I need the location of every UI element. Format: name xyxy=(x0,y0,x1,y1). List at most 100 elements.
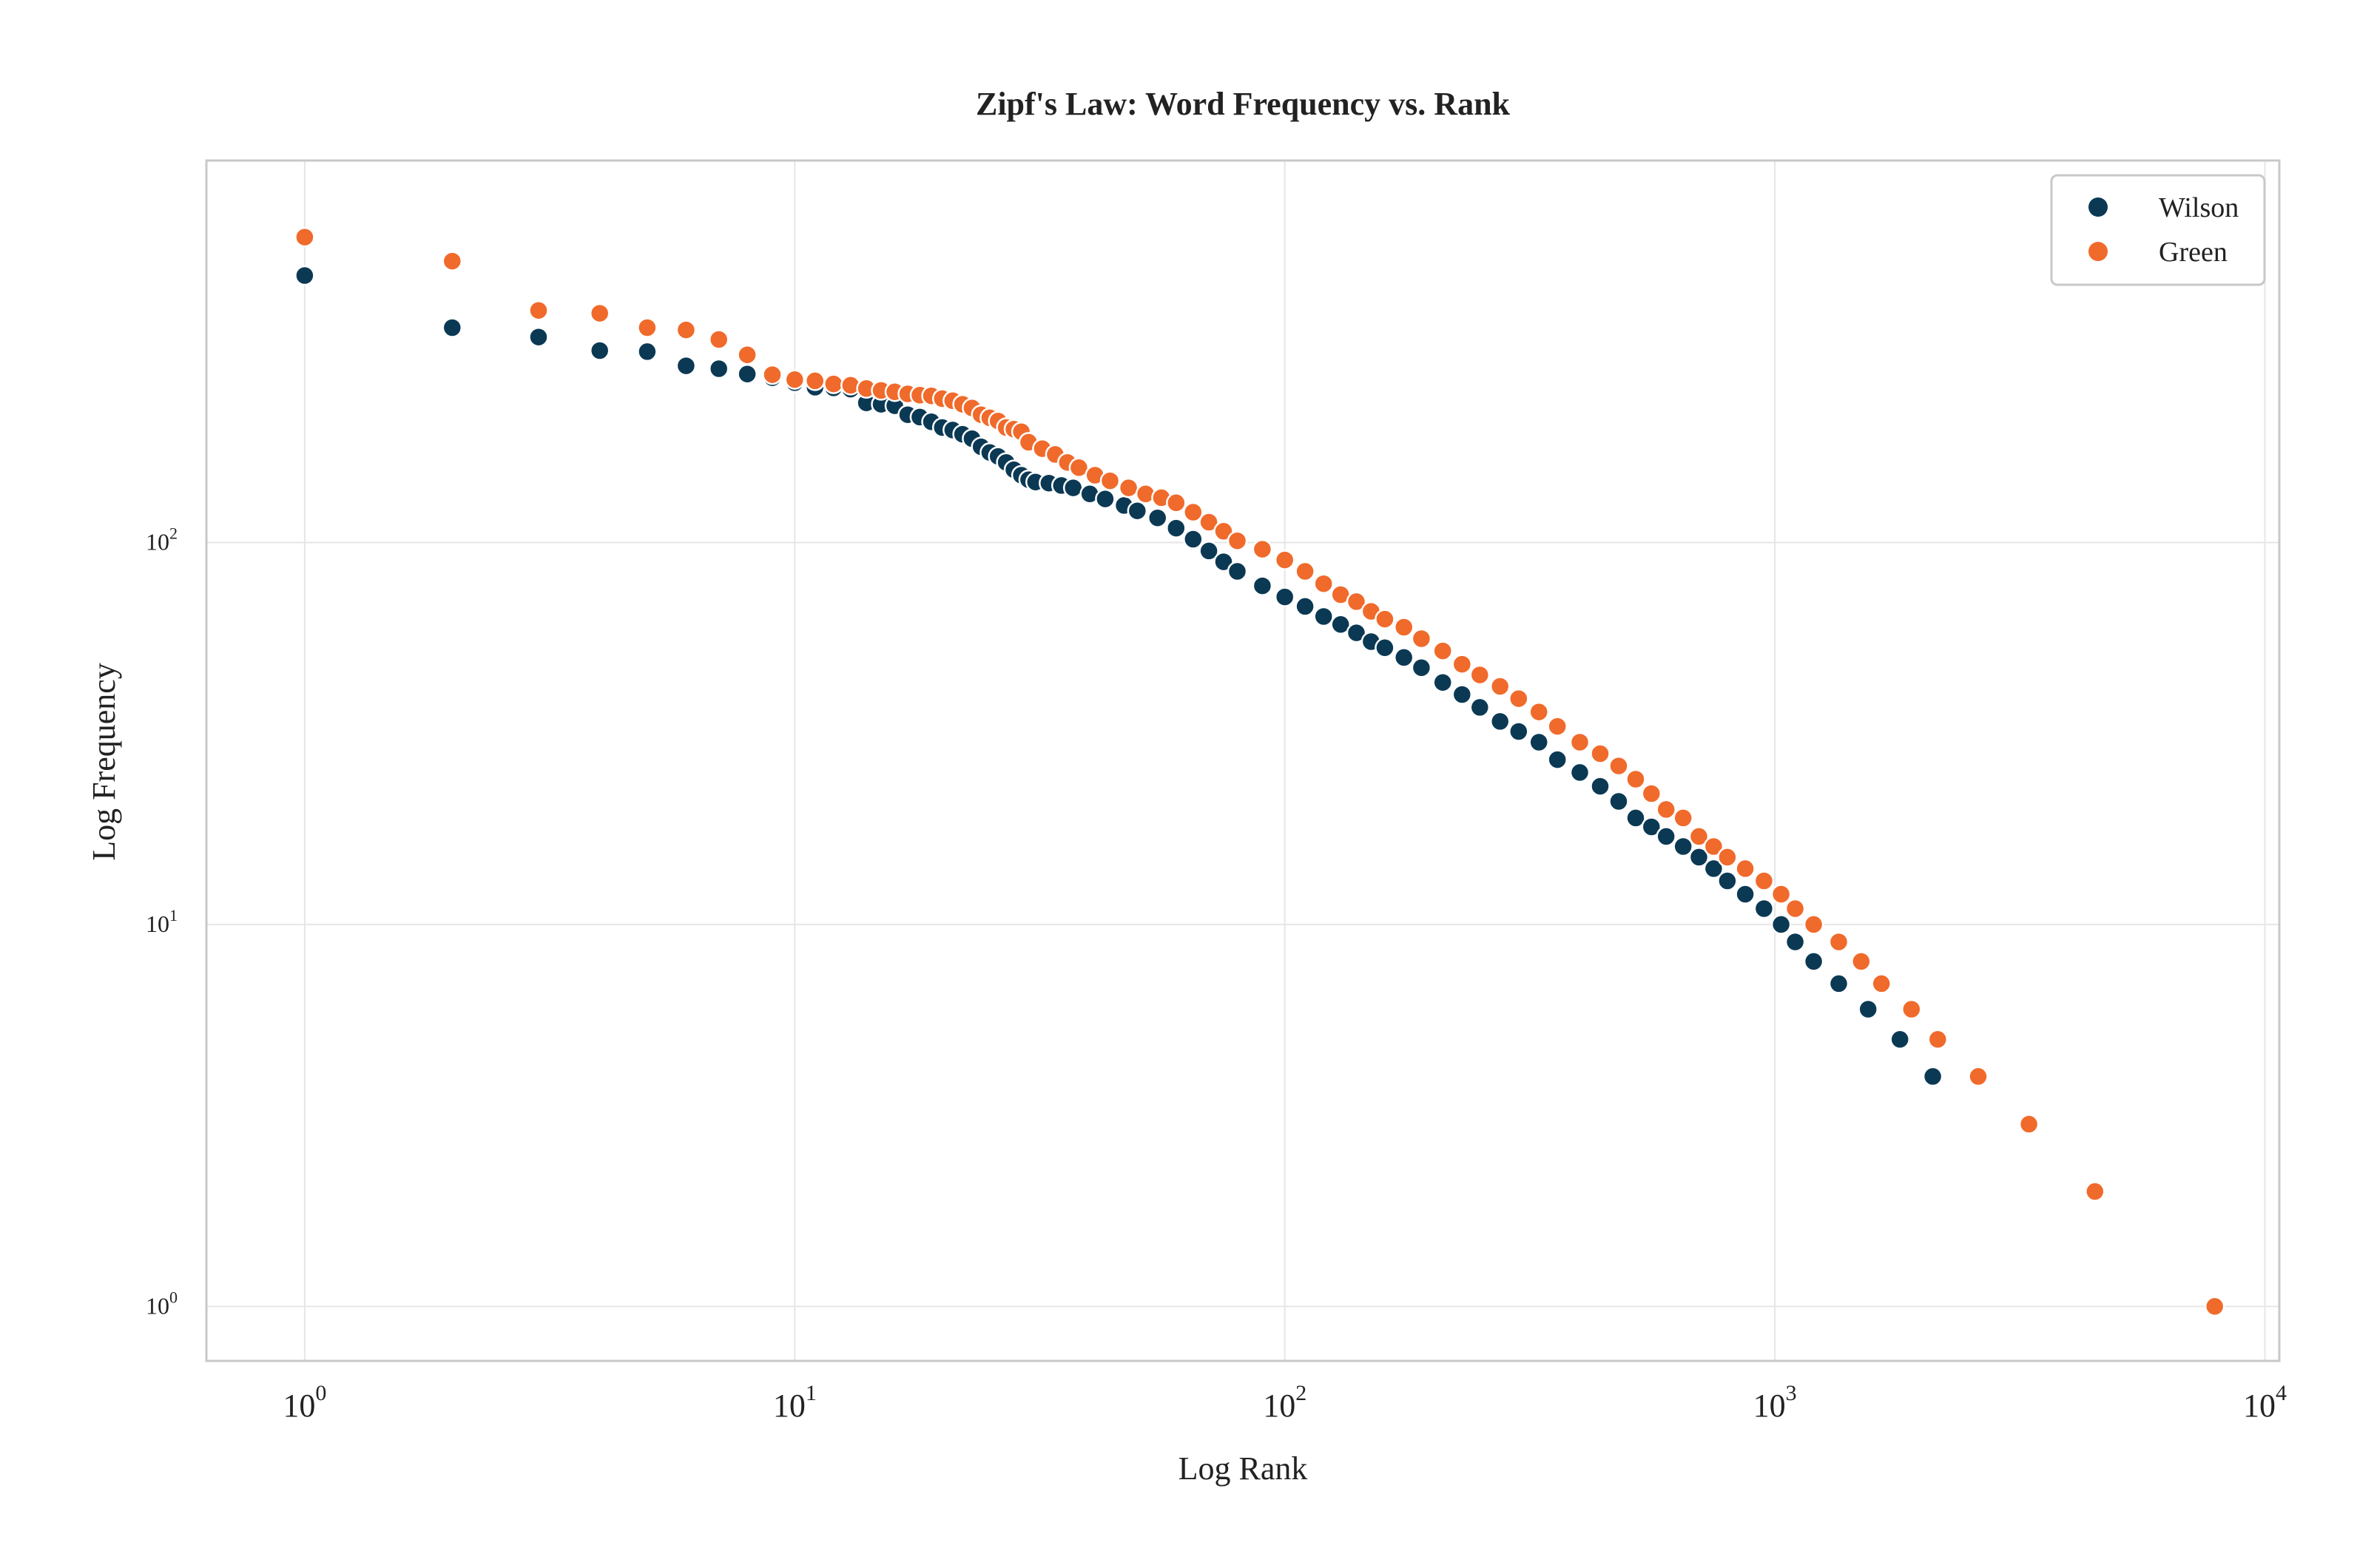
grid xyxy=(206,160,2279,1361)
point-wilson xyxy=(1889,1029,1910,1050)
point-wilson xyxy=(442,317,463,338)
point-green xyxy=(1313,573,1334,594)
point-green xyxy=(1828,931,1849,953)
x-tick-label: 104 xyxy=(2243,1381,2287,1424)
point-wilson xyxy=(1858,998,1878,1020)
point-green xyxy=(2204,1296,2225,1317)
point-wilson xyxy=(1330,614,1351,635)
point-green xyxy=(442,251,463,271)
point-green xyxy=(2085,1181,2105,1202)
point-wilson xyxy=(1656,826,1676,847)
point-green xyxy=(1213,521,1234,542)
point-green xyxy=(1784,898,1806,919)
point-wilson xyxy=(1213,551,1234,572)
point-green xyxy=(737,344,758,365)
point-green xyxy=(528,300,549,321)
point-wilson xyxy=(1411,658,1432,678)
point-green xyxy=(1851,951,1872,972)
point-green xyxy=(1118,477,1139,499)
point-wilson xyxy=(1295,596,1315,617)
point-green xyxy=(1432,641,1453,661)
point-wilson xyxy=(1375,638,1395,658)
point-wilson xyxy=(1451,684,1473,705)
point-green xyxy=(1871,973,1892,994)
point-wilson xyxy=(528,326,549,348)
x-tick-label: 102 xyxy=(1263,1381,1306,1424)
point-wilson xyxy=(1346,622,1367,643)
point-wilson xyxy=(1313,606,1334,627)
point-green xyxy=(1068,457,1090,479)
point-green xyxy=(762,364,783,385)
point-green xyxy=(784,369,806,390)
point-wilson xyxy=(1547,749,1568,770)
point-green xyxy=(1469,664,1491,686)
point-wilson xyxy=(1770,914,1792,935)
point-wilson xyxy=(1252,575,1273,596)
plot-area-border xyxy=(205,159,2281,1362)
x-axis-label: Log Rank xyxy=(1178,1450,1308,1487)
point-wilson xyxy=(1469,697,1491,718)
point-wilson xyxy=(1147,507,1168,528)
point-green xyxy=(1166,493,1187,513)
point-green xyxy=(1489,676,1511,697)
point-green xyxy=(1411,628,1432,649)
point-green xyxy=(2018,1114,2040,1135)
point-wilson xyxy=(708,358,729,379)
x-tick-label: 100 xyxy=(283,1381,326,1424)
point-wilson xyxy=(1528,731,1549,753)
point-wilson xyxy=(1784,931,1806,953)
point-wilson xyxy=(1393,647,1414,668)
point-green xyxy=(1547,716,1568,737)
point-wilson xyxy=(1569,762,1591,783)
point-wilson xyxy=(1198,541,1219,561)
point-green xyxy=(1375,609,1395,629)
legend-label-green: Green xyxy=(2159,237,2228,268)
point-green xyxy=(1625,768,1646,790)
point-green xyxy=(823,374,844,394)
point-wilson xyxy=(1432,672,1453,693)
point-wilson xyxy=(1673,836,1693,857)
y-axis-label: Log Frequency xyxy=(86,663,122,861)
point-wilson xyxy=(1688,847,1710,868)
point-green xyxy=(589,303,610,324)
point-wilson xyxy=(1735,884,1756,905)
point-green xyxy=(1528,701,1549,723)
y-tick-label: 100 xyxy=(146,1288,178,1319)
point-green xyxy=(1451,654,1473,675)
point-green xyxy=(1770,884,1792,905)
point-wilson xyxy=(1227,561,1248,582)
point-green xyxy=(294,226,315,248)
point-wilson xyxy=(1508,721,1529,742)
point-green xyxy=(1198,512,1219,533)
point-wilson xyxy=(1922,1066,1943,1087)
legend-marker-green xyxy=(2088,242,2108,261)
legend-label-wilson: Wilson xyxy=(2159,192,2239,223)
point-wilson xyxy=(1590,776,1611,797)
point-green xyxy=(1099,470,1121,491)
point-green xyxy=(1703,836,1724,857)
point-wilson xyxy=(637,341,658,362)
point-green xyxy=(1346,591,1367,612)
point-wilson xyxy=(1166,518,1187,538)
point-wilson xyxy=(1489,711,1511,732)
point-green xyxy=(1274,550,1295,570)
point-green xyxy=(1901,998,1922,1020)
point-green xyxy=(1569,731,1591,753)
point-green xyxy=(1717,847,1738,868)
x-tick-label: 101 xyxy=(773,1381,817,1424)
point-wilson xyxy=(1608,791,1629,812)
point-wilson xyxy=(675,355,697,376)
point-wilson xyxy=(1625,808,1646,828)
point-green xyxy=(1927,1029,1949,1050)
point-green xyxy=(1252,538,1273,560)
point-green xyxy=(1227,530,1248,551)
point-wilson xyxy=(1127,500,1148,521)
point-wilson xyxy=(1828,973,1849,994)
point-green xyxy=(708,329,729,350)
point-wilson xyxy=(1641,817,1662,837)
point-green xyxy=(1183,501,1204,523)
point-wilson xyxy=(737,363,758,385)
point-green xyxy=(1968,1066,1989,1087)
